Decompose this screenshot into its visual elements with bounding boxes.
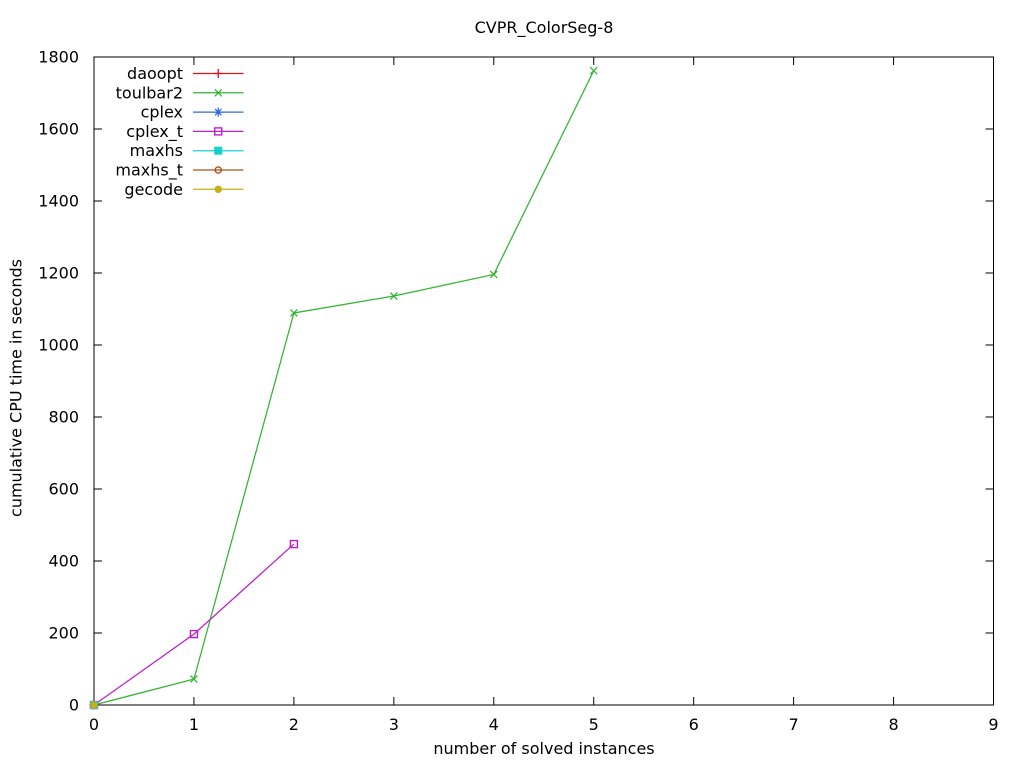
legend-sample-marker-cplex_t [214,127,223,136]
x-tick-label: 5 [589,715,599,734]
y-tick-label: 1800 [38,48,79,67]
series-marker-toulbar2 [289,309,298,317]
x-axis-title: number of solved instances [433,739,655,758]
x-tick-label: 2 [289,715,299,734]
legend-label-daoopt: daoopt [127,64,183,83]
series-marker-toulbar2 [389,292,398,300]
x-tick-label: 0 [89,715,99,734]
legend-sample-marker-cplex [213,107,223,117]
series-marker-toulbar2 [489,270,498,279]
legend-label-maxhs_t: maxhs_t [115,161,183,181]
x-tick-label: 9 [988,715,998,734]
legend-sample-marker-toulbar2 [214,88,223,97]
series-marker-cplex_t [289,539,299,549]
series-marker-toulbar2 [189,675,198,684]
x-tick-label: 7 [789,715,799,734]
y-tick-label: 1000 [38,336,79,355]
chart-title: CVPR_ColorSeg-8 [474,18,614,37]
legend-label-cplex: cplex [141,103,183,122]
y-tick-label: 600 [48,480,79,499]
series-marker-cplex_t [189,629,199,639]
legend-sample-marker-maxhs [214,146,223,155]
y-tick-label: 0 [69,696,79,715]
legend-label-cplex_t: cplex_t [126,122,183,142]
legend-sample-marker-maxhs_t [214,166,223,174]
y-tick-label: 1200 [38,264,79,283]
x-tick-label: 4 [489,715,499,734]
legend-label-gecode: gecode [124,180,183,199]
legend-label-toulbar2: toulbar2 [116,83,183,102]
series-line-toulbar2 [93,70,595,706]
series-marker-toulbar2 [589,66,598,75]
series-line-cplex_t [93,543,295,706]
x-tick-label: 6 [689,715,699,734]
y-tick-label: 1600 [38,120,79,139]
x-tick-label: 8 [888,715,898,734]
y-tick-label: 1400 [38,192,79,211]
legend-label-maxhs: maxhs [130,141,183,160]
x-tick-label: 3 [389,715,399,734]
plot-border [93,56,994,706]
y-tick-label: 800 [48,408,79,427]
x-tick-label: 1 [189,715,199,734]
y-tick-label: 400 [48,552,79,571]
y-tick-label: 200 [48,624,79,643]
legend-sample-marker-daoopt [213,69,223,78]
series-marker-gecode [90,701,98,709]
legend-sample-marker-gecode [214,185,222,193]
